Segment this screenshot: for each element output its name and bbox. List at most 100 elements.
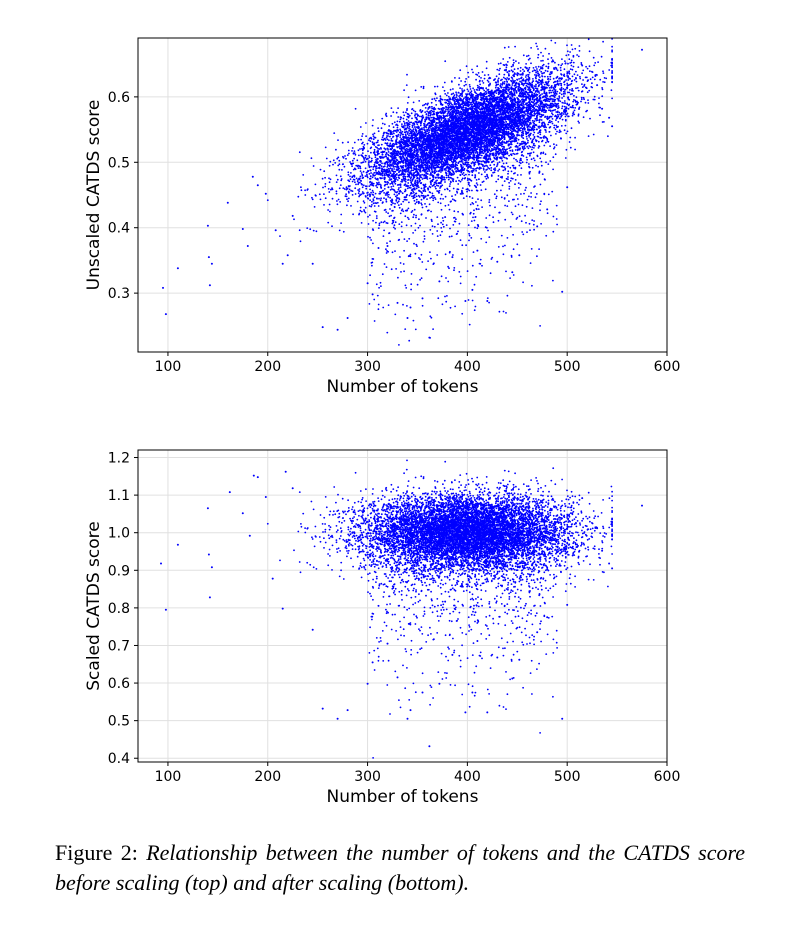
data-point xyxy=(384,148,387,151)
data-point xyxy=(494,152,497,155)
data-point xyxy=(407,96,410,99)
data-point xyxy=(358,188,361,190)
data-point xyxy=(334,162,337,164)
data-point xyxy=(359,170,362,173)
data-point xyxy=(556,111,559,114)
data-point xyxy=(436,85,439,88)
data-point xyxy=(346,198,348,201)
data-point xyxy=(426,172,428,175)
data-point xyxy=(390,175,392,178)
data-point xyxy=(547,62,550,65)
data-point xyxy=(338,229,341,232)
data-point xyxy=(358,190,361,193)
data-point xyxy=(359,209,362,212)
data-point xyxy=(549,160,552,162)
data-point xyxy=(506,77,509,79)
data-point xyxy=(581,86,584,88)
data-point xyxy=(402,117,405,120)
data-point xyxy=(569,68,572,70)
data-point xyxy=(580,98,583,101)
data-point xyxy=(455,180,457,183)
data-point xyxy=(409,121,411,124)
data-point xyxy=(544,47,547,50)
data-point xyxy=(410,112,413,115)
data-point xyxy=(589,70,591,73)
data-point xyxy=(396,194,399,197)
data-point xyxy=(329,210,331,213)
data-point xyxy=(570,64,573,67)
data-point xyxy=(379,147,382,149)
data-point xyxy=(500,83,502,85)
data-point xyxy=(410,131,413,134)
data-point xyxy=(459,163,462,166)
data-point xyxy=(455,96,458,98)
data-point xyxy=(563,129,566,132)
data-point xyxy=(336,203,339,206)
data-point xyxy=(375,165,378,168)
data-point xyxy=(345,186,348,189)
data-point xyxy=(506,71,509,74)
data-point xyxy=(537,165,539,168)
data-point xyxy=(480,173,483,176)
data-point xyxy=(530,129,532,132)
data-point xyxy=(501,145,503,148)
data-point xyxy=(445,174,448,177)
data-point xyxy=(344,155,346,157)
data-point xyxy=(481,105,484,108)
data-point xyxy=(524,93,527,95)
data-point xyxy=(399,212,402,215)
data-point xyxy=(576,102,579,104)
data-point xyxy=(495,81,498,84)
data-point xyxy=(539,118,541,121)
data-point xyxy=(458,179,460,182)
data-point xyxy=(572,100,575,103)
data-point xyxy=(510,65,513,68)
data-point xyxy=(587,99,589,101)
data-point xyxy=(360,210,363,213)
data-point xyxy=(412,169,415,172)
data-point xyxy=(372,119,374,121)
data-point xyxy=(543,71,546,74)
data-point xyxy=(396,120,399,123)
data-point xyxy=(312,229,315,232)
data-point xyxy=(331,225,333,228)
data-point xyxy=(537,56,539,59)
data-point xyxy=(521,147,524,150)
data-point xyxy=(526,112,529,114)
data-point xyxy=(396,146,399,149)
data-point xyxy=(470,90,473,93)
data-point xyxy=(403,190,406,193)
data-point xyxy=(397,154,400,157)
data-point xyxy=(342,157,345,159)
data-point xyxy=(562,92,565,95)
data-point xyxy=(327,221,330,224)
data-point xyxy=(386,147,389,150)
data-point xyxy=(395,158,398,161)
data-point xyxy=(561,34,563,36)
data-point xyxy=(398,187,400,189)
data-point xyxy=(514,149,517,151)
data-point xyxy=(310,157,313,160)
data-point xyxy=(497,178,500,181)
data-point xyxy=(440,112,443,114)
data-point xyxy=(370,137,373,140)
data-point xyxy=(415,162,418,165)
data-point xyxy=(393,168,395,170)
data-point xyxy=(481,150,484,153)
data-point xyxy=(568,72,571,75)
data-point xyxy=(444,195,447,198)
data-point xyxy=(568,58,571,61)
data-point xyxy=(501,184,504,187)
data-point xyxy=(351,190,354,193)
data-point xyxy=(423,122,425,125)
data-point xyxy=(593,95,596,98)
data-point xyxy=(552,91,555,94)
data-point xyxy=(311,196,313,199)
data-point xyxy=(397,116,400,118)
data-point xyxy=(496,68,499,71)
data-point xyxy=(563,68,566,71)
data-point xyxy=(576,54,578,56)
data-point xyxy=(349,175,351,178)
data-point xyxy=(383,188,386,190)
data-point xyxy=(567,62,569,65)
